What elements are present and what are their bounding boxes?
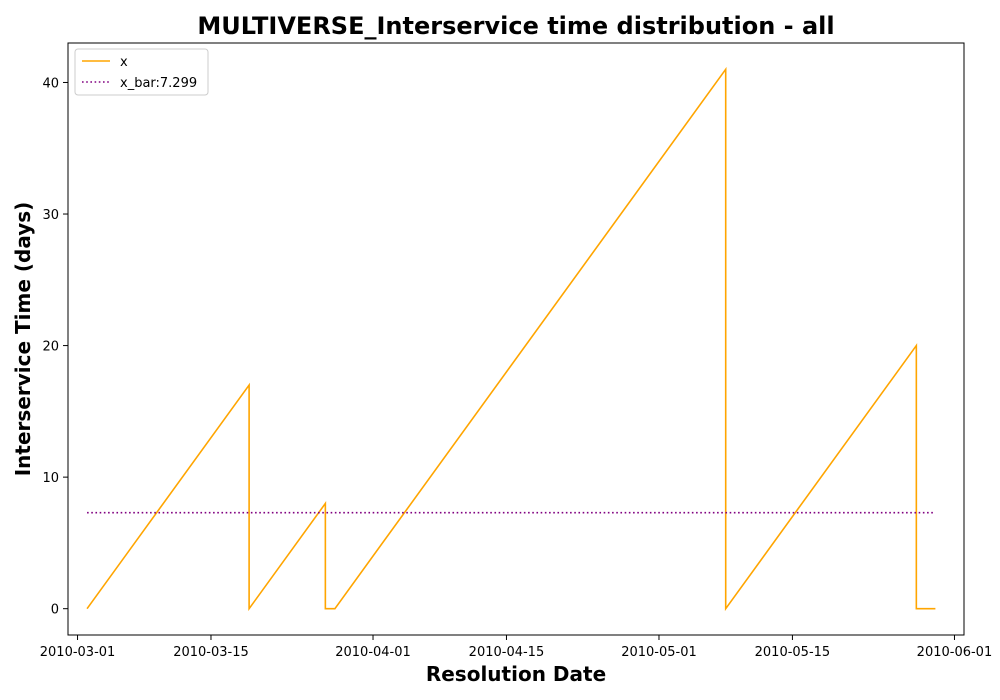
- x-tick-label: 2010-04-01: [335, 645, 411, 660]
- y-tick-label: 10: [42, 471, 59, 486]
- y-tick-label: 40: [42, 76, 59, 91]
- x-tick-label: 2010-04-15: [469, 645, 545, 660]
- legend-label: x: [120, 55, 128, 70]
- x-tick-label: 2010-05-01: [621, 645, 697, 660]
- legend: x x_bar:7.299: [74, 48, 209, 96]
- axes-layer: 2010-03-01 2010-03-15 2010-04-01 2010-04-15…: [40, 42, 993, 660]
- x-tick-label: 2010-03-01: [40, 645, 116, 660]
- y-tick-label: 0: [51, 603, 59, 618]
- legend-label: x_bar:7.299: [120, 76, 197, 91]
- chart-title: MULTIVERSE_Interservice time distributio…: [197, 12, 834, 40]
- plot-layer: [86, 66, 936, 612]
- x-tick-label: 2010-05-15: [755, 645, 831, 660]
- y-tick-label: 30: [42, 208, 59, 223]
- x-axis-title: Resolution Date: [426, 662, 606, 686]
- x-tick-label: 2010-06-01: [917, 645, 993, 660]
- y-axis-title: Interservice Time (days): [11, 202, 35, 477]
- series-line-x: [86, 66, 936, 612]
- y-tick-label: 20: [42, 340, 59, 355]
- x-tick-label: 2010-03-15: [173, 645, 249, 660]
- plot-frame: [67, 42, 965, 636]
